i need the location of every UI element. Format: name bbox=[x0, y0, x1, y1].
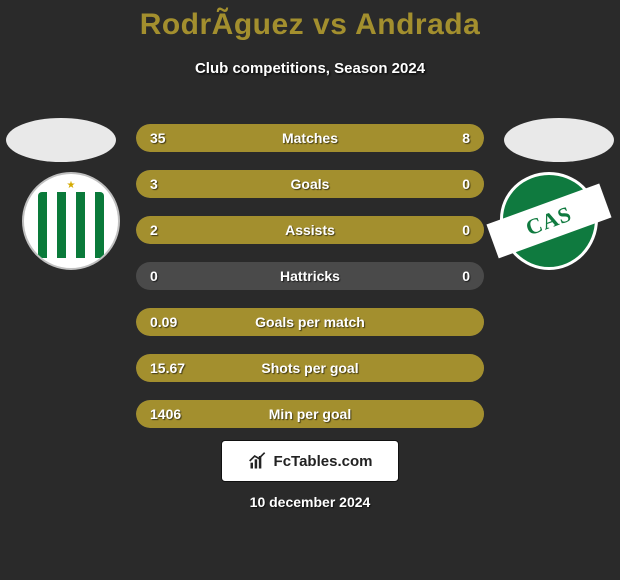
player-photo-right bbox=[504, 118, 614, 162]
page-title: RodrÃ­guez vs Andrada bbox=[0, 0, 620, 42]
stat-row: 0.09Goals per match bbox=[136, 308, 484, 336]
stat-label: Goals bbox=[136, 176, 484, 192]
footer-date: 10 december 2024 bbox=[0, 494, 620, 510]
source-badge: FcTables.com bbox=[221, 440, 399, 482]
stat-row: 3Goals0 bbox=[136, 170, 484, 198]
stat-value-right: 0 bbox=[462, 176, 470, 192]
stat-label: Goals per match bbox=[136, 314, 484, 330]
stat-label: Matches bbox=[136, 130, 484, 146]
banfield-stripes bbox=[38, 192, 104, 258]
source-badge-text: FcTables.com bbox=[274, 453, 373, 470]
sarmiento-text: CAS bbox=[522, 201, 575, 242]
page-subtitle: Club competitions, Season 2024 bbox=[0, 60, 620, 77]
club-crest-right: CAS bbox=[500, 172, 598, 270]
stat-label: Min per goal bbox=[136, 406, 484, 422]
stat-row: 0Hattricks0 bbox=[136, 262, 484, 290]
comparison-bars: 35Matches83Goals02Assists00Hattricks00.0… bbox=[136, 124, 484, 446]
stat-row: 1406Min per goal bbox=[136, 400, 484, 428]
stat-value-right: 8 bbox=[462, 130, 470, 146]
stat-value-right: 0 bbox=[462, 268, 470, 284]
club-crest-left: ★ bbox=[22, 172, 120, 270]
banfield-crest: ★ bbox=[22, 172, 120, 270]
stat-label: Shots per goal bbox=[136, 360, 484, 376]
player-photo-left bbox=[6, 118, 116, 162]
stat-value-right: 0 bbox=[462, 222, 470, 238]
stat-row: 15.67Shots per goal bbox=[136, 354, 484, 382]
stat-row: 35Matches8 bbox=[136, 124, 484, 152]
stat-label: Assists bbox=[136, 222, 484, 238]
sarmiento-band: CAS bbox=[487, 184, 612, 259]
stat-label: Hattricks bbox=[136, 268, 484, 284]
chart-icon bbox=[248, 451, 268, 471]
star-icon: ★ bbox=[67, 180, 76, 191]
stat-row: 2Assists0 bbox=[136, 216, 484, 244]
sarmiento-crest: CAS bbox=[500, 172, 598, 270]
